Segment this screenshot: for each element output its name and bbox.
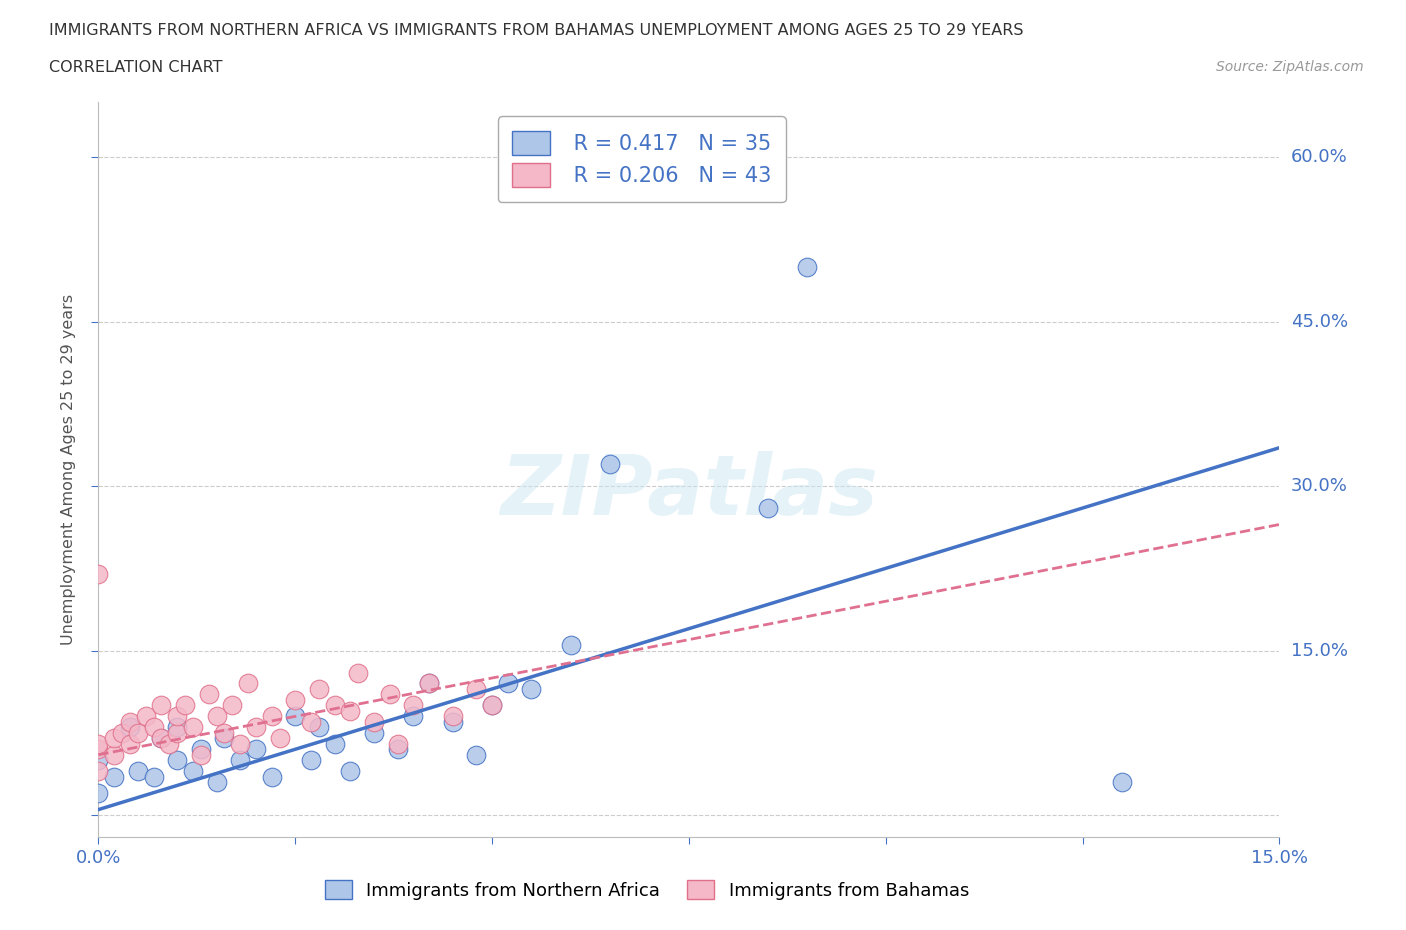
Point xyxy=(245,720,267,735)
Point xyxy=(127,764,149,778)
Point xyxy=(166,720,188,735)
Text: 45.0%: 45.0% xyxy=(1291,312,1348,330)
Point xyxy=(418,676,440,691)
Point xyxy=(284,709,307,724)
Point xyxy=(127,725,149,740)
Point xyxy=(599,457,621,472)
Point xyxy=(308,682,330,697)
Point xyxy=(205,709,228,724)
Point xyxy=(229,752,252,767)
Point xyxy=(111,725,134,740)
Point xyxy=(221,698,243,713)
Point xyxy=(245,742,267,757)
Point xyxy=(214,725,236,740)
Text: 60.0%: 60.0% xyxy=(1291,148,1347,166)
Point xyxy=(142,720,165,735)
Point xyxy=(118,714,141,729)
Point xyxy=(87,786,110,801)
Point xyxy=(135,709,157,724)
Point xyxy=(339,703,361,718)
Point xyxy=(174,698,197,713)
Point xyxy=(363,725,385,740)
Point xyxy=(387,737,409,751)
Point xyxy=(260,709,283,724)
Point xyxy=(299,752,322,767)
Point xyxy=(520,682,543,697)
Point xyxy=(118,720,141,735)
Point xyxy=(418,676,440,691)
Text: 15.0%: 15.0% xyxy=(1291,642,1347,659)
Point xyxy=(236,676,259,691)
Point xyxy=(87,764,110,778)
Point xyxy=(103,769,125,784)
Point xyxy=(103,748,125,763)
Point xyxy=(323,737,346,751)
Point xyxy=(496,676,519,691)
Y-axis label: Unemployment Among Ages 25 to 29 years: Unemployment Among Ages 25 to 29 years xyxy=(60,294,76,645)
Point xyxy=(465,682,488,697)
Point xyxy=(402,709,425,724)
Point xyxy=(269,731,291,746)
Point xyxy=(197,687,219,702)
Text: Source: ZipAtlas.com: Source: ZipAtlas.com xyxy=(1216,60,1364,74)
Point xyxy=(142,769,165,784)
Point xyxy=(481,698,503,713)
Text: ZIPatlas: ZIPatlas xyxy=(501,451,877,532)
Point xyxy=(378,687,401,702)
Point xyxy=(87,737,110,751)
Point xyxy=(214,731,236,746)
Point xyxy=(190,742,212,757)
Point xyxy=(181,720,204,735)
Point xyxy=(87,752,110,767)
Point xyxy=(205,775,228,790)
Legend: Immigrants from Northern Africa, Immigrants from Bahamas: Immigrants from Northern Africa, Immigra… xyxy=(318,873,976,907)
Point xyxy=(323,698,346,713)
Point xyxy=(166,725,188,740)
Point xyxy=(229,737,252,751)
Point xyxy=(347,665,370,680)
Point xyxy=(1111,775,1133,790)
Point xyxy=(150,698,173,713)
Point xyxy=(150,731,173,746)
Point xyxy=(166,752,188,767)
Text: IMMIGRANTS FROM NORTHERN AFRICA VS IMMIGRANTS FROM BAHAMAS UNEMPLOYMENT AMONG AG: IMMIGRANTS FROM NORTHERN AFRICA VS IMMIG… xyxy=(49,23,1024,38)
Point xyxy=(756,500,779,515)
Point xyxy=(299,714,322,729)
Point xyxy=(441,709,464,724)
Point xyxy=(402,698,425,713)
Point xyxy=(190,748,212,763)
Point xyxy=(118,737,141,751)
Point xyxy=(441,714,464,729)
Point xyxy=(339,764,361,778)
Point xyxy=(87,566,110,581)
Point xyxy=(284,693,307,708)
Text: 30.0%: 30.0% xyxy=(1291,477,1347,495)
Point xyxy=(181,764,204,778)
Point xyxy=(157,737,180,751)
Point xyxy=(166,709,188,724)
Text: CORRELATION CHART: CORRELATION CHART xyxy=(49,60,222,75)
Point xyxy=(796,259,818,274)
Point xyxy=(260,769,283,784)
Point xyxy=(103,731,125,746)
Point xyxy=(387,742,409,757)
Point xyxy=(363,714,385,729)
Point xyxy=(481,698,503,713)
Point xyxy=(308,720,330,735)
Point xyxy=(150,731,173,746)
Point xyxy=(465,748,488,763)
Point xyxy=(87,742,110,757)
Point xyxy=(560,638,582,653)
Legend:  R = 0.417   N = 35,  R = 0.206   N = 43: R = 0.417 N = 35, R = 0.206 N = 43 xyxy=(498,116,786,202)
